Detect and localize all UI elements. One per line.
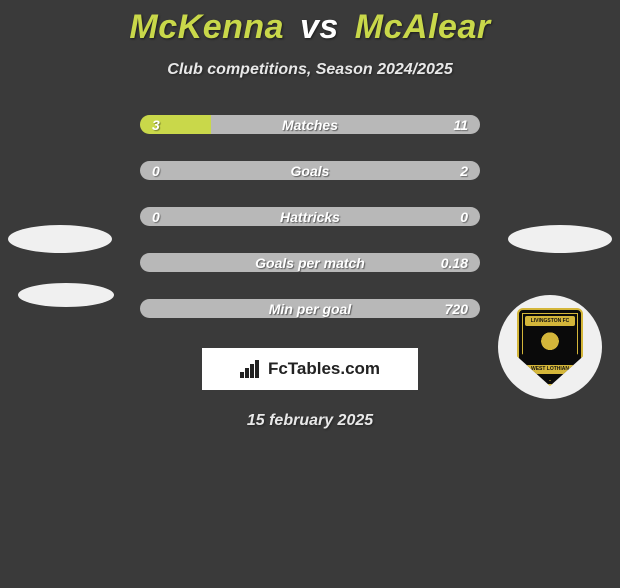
badge-top-text: LIVINGSTON FC	[525, 316, 575, 326]
stat-label: Min per goal	[269, 301, 351, 317]
stat-right-value: 0.18	[441, 255, 468, 271]
stat-right-value: 0	[460, 209, 468, 225]
season-subtitle: Club competitions, Season 2024/2025	[0, 61, 620, 79]
lion-icon	[536, 330, 564, 358]
vs-text: vs	[300, 8, 339, 46]
player2-name: McAlear	[355, 8, 491, 46]
stat-left-value: 0	[152, 209, 160, 225]
brand-text: FcTables.com	[268, 359, 380, 379]
badge-bottom-text: WEST LOTHIAN	[525, 365, 575, 374]
stat-label: Matches	[282, 117, 338, 133]
avatar-placeholder-icon	[8, 225, 112, 253]
avatar-placeholder-icon	[508, 225, 612, 253]
stat-bar: 3 11 Matches	[140, 115, 480, 134]
stat-bar: 0 0 Hattricks	[140, 207, 480, 226]
comparison-title: McKenna vs McAlear	[0, 8, 620, 47]
stat-bar: 720 Min per goal	[140, 299, 480, 318]
player1-name: McKenna	[129, 8, 284, 46]
stat-bar: 0 2 Goals	[140, 161, 480, 180]
stat-label: Hattricks	[280, 209, 340, 225]
date-text: 15 february 2025	[0, 412, 620, 430]
club-badge: LIVINGSTON FC WEST LOTHIAN	[498, 295, 602, 399]
stat-label: Goals	[291, 163, 330, 179]
stat-right-value: 11	[453, 117, 468, 133]
avatar-placeholder-icon	[18, 283, 114, 307]
stat-label: Goals per match	[255, 255, 365, 271]
shield-icon: LIVINGSTON FC WEST LOTHIAN	[517, 308, 583, 386]
content-area: LIVINGSTON FC WEST LOTHIAN 3 11 Matches 0 2 G…	[0, 115, 620, 430]
stat-bar-left-segment	[140, 115, 211, 134]
stat-left-value: 0	[152, 163, 160, 179]
stat-left-value: 3	[152, 117, 160, 133]
stat-right-value: 2	[460, 163, 468, 179]
stat-bar: 0.18 Goals per match	[140, 253, 480, 272]
stat-right-value: 720	[445, 301, 468, 317]
player2-avatar-area	[508, 225, 612, 253]
stat-bars: 3 11 Matches 0 2 Goals 0 0 Hattricks 0.18 Goals pe…	[140, 115, 480, 318]
player1-avatar-area	[8, 225, 114, 307]
brand-box: FcTables.com	[202, 348, 418, 390]
bar-chart-icon	[240, 360, 262, 378]
stat-bar-right-segment	[211, 115, 480, 134]
